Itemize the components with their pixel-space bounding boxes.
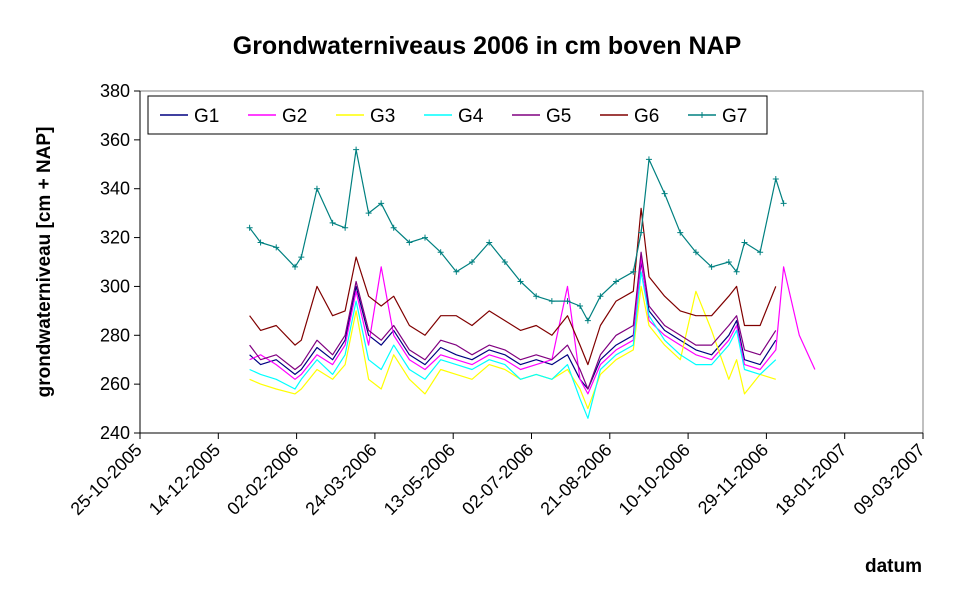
data-point (661, 190, 668, 197)
data-point (772, 175, 779, 182)
data-point (564, 298, 571, 305)
y-tick-label: 240 (100, 423, 130, 443)
y-axis: 240 260 280 300 320 340 360 380 (100, 81, 141, 443)
data-point (630, 268, 637, 275)
legend-label: G2 (282, 106, 307, 127)
series-g7 (246, 146, 787, 324)
legend-item-g4: G4 (424, 106, 484, 127)
x-tick-label: 24-03-2006 (301, 440, 380, 519)
data-point (638, 229, 645, 236)
series-g2 (249, 256, 816, 395)
legend-item-g3: G3 (336, 106, 395, 127)
data-point (584, 317, 591, 324)
data-point (677, 229, 684, 236)
data-point (757, 249, 764, 256)
y-axis-title: grondwaterniveau [cm + NAP] (34, 127, 55, 398)
legend-label: G5 (546, 106, 571, 127)
x-tick-label: 18-01-2007 (771, 440, 850, 519)
y-tick-label: 260 (100, 374, 130, 394)
data-point (437, 249, 444, 256)
series-layer (246, 146, 816, 419)
y-tick-label: 280 (100, 325, 130, 345)
series-line-g6 (249, 207, 777, 366)
legend-label: G7 (722, 106, 747, 127)
data-point (378, 200, 385, 207)
series-line-g4 (249, 271, 777, 419)
x-tick-label: 02-07-2006 (458, 440, 537, 519)
legend-label: G6 (634, 106, 659, 127)
x-tick-label: 29-11-2006 (694, 440, 772, 518)
chart-title: Grondwaterniveaus 2006 in cm boven NAP (233, 32, 742, 60)
y-tick-label: 340 (100, 179, 130, 199)
legend-item-g6: G6 (600, 106, 659, 127)
data-point (257, 239, 264, 246)
data-point (597, 293, 604, 300)
x-axis-title: datum (865, 556, 922, 577)
x-tick-label: 09-03-2007 (850, 440, 929, 519)
data-point (708, 263, 715, 270)
legend-marker (699, 112, 705, 118)
y-tick-label: 380 (100, 81, 130, 101)
y-tick-label: 320 (100, 228, 130, 248)
series-line-g2 (249, 256, 816, 395)
x-tick-label: 13-05-2006 (380, 440, 459, 519)
series-line-g7 (249, 149, 785, 322)
data-point (692, 249, 699, 256)
data-point (273, 244, 280, 251)
data-point (298, 254, 305, 261)
plot-area-frame (139, 90, 924, 434)
data-point (533, 293, 540, 300)
data-point (342, 224, 349, 231)
data-point (390, 224, 397, 231)
y-tick-label: 300 (100, 276, 130, 296)
data-point (292, 263, 299, 270)
data-point (365, 210, 372, 217)
series-g1 (249, 261, 777, 390)
data-point (780, 200, 787, 207)
data-point (422, 234, 429, 241)
legend-item-g1: G1 (160, 106, 219, 127)
series-line-g5 (249, 251, 777, 390)
data-point (517, 278, 524, 285)
series-g6 (249, 207, 777, 366)
legend-label: G3 (370, 106, 395, 127)
data-point (733, 268, 740, 275)
legend-item-g2: G2 (248, 106, 307, 127)
data-point (645, 156, 652, 163)
legend-label: G4 (458, 106, 484, 127)
data-point (453, 268, 460, 275)
series-g4 (249, 271, 777, 419)
legend-item-g5: G5 (512, 106, 571, 127)
data-point (468, 259, 475, 265)
data-point (741, 239, 748, 246)
x-tick-label: 02-02-2006 (223, 440, 302, 519)
x-tick-label: 21-08-2006 (536, 440, 615, 519)
data-point (329, 219, 336, 226)
x-tick-label: 10-10-2006 (615, 440, 694, 519)
x-tick-label: 14-12-2005 (145, 440, 224, 519)
data-point (577, 302, 584, 309)
data-point (246, 224, 253, 231)
data-point (613, 278, 620, 285)
data-point (353, 146, 360, 153)
data-point (501, 259, 508, 265)
series-g5 (249, 251, 777, 390)
legend-item-g7: G7 (688, 106, 747, 127)
series-line-g1 (249, 261, 777, 390)
y-tick-label: 360 (100, 130, 130, 150)
data-point (313, 185, 320, 192)
data-point (725, 259, 732, 265)
data-point (548, 298, 555, 305)
legend: G1 G2 G3 G4 G5 G6 G7 (147, 95, 768, 135)
x-axis: 25-10-2005 14-12-2005 02-02-2006 24-03-2006… (67, 432, 929, 519)
x-tick-label: 25-10-2005 (67, 440, 146, 519)
legend-label: G1 (194, 106, 219, 127)
data-point (406, 239, 413, 246)
data-point (486, 239, 493, 246)
